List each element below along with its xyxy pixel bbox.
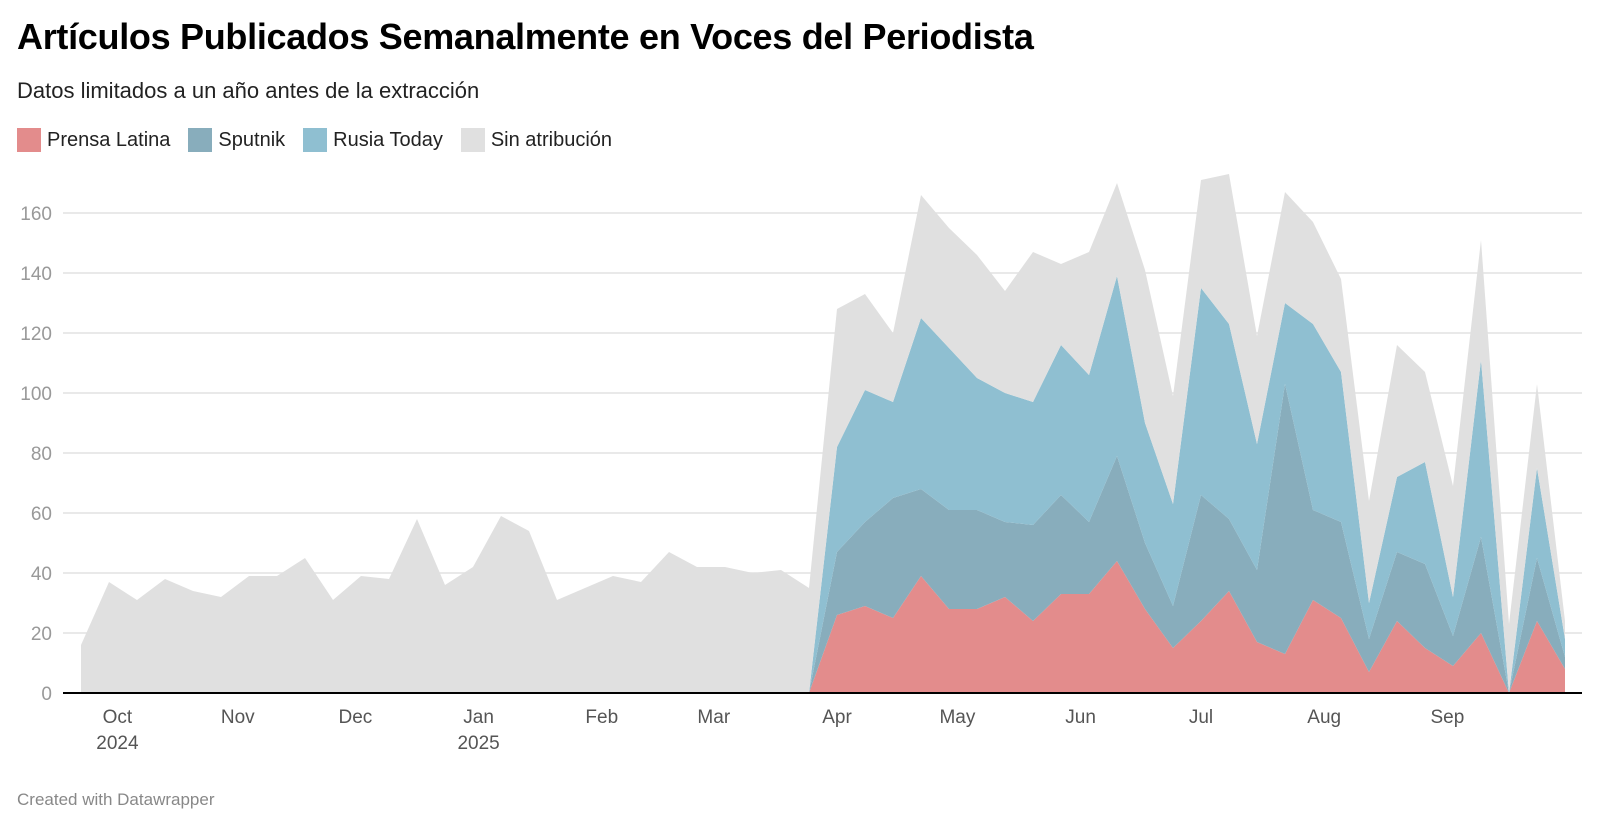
x-tick-label: Jul	[1189, 707, 1213, 728]
footer-credit: Created with Datawrapper	[17, 790, 215, 809]
legend-item-sputnik: Sputnik	[188, 128, 285, 152]
x-tick-label: May	[939, 707, 975, 728]
x-tick-label: Jan	[463, 707, 494, 728]
legend-label-sin-atribucion: Sin atribución	[490, 128, 613, 151]
legend-swatch-sputnik	[188, 128, 213, 152]
legend-swatch-sin-atribucion	[460, 128, 485, 152]
y-tick-label: 40	[31, 564, 52, 585]
x-axis-ticks: Oct 2024 Nov Dec Jan 2025 Feb Mar Apr May Jun Jul Au…	[96, 707, 1464, 754]
x-tick-label: Sep	[1430, 707, 1464, 728]
x-tick-label: Oct	[103, 707, 133, 728]
legend-swatch-prensa-latina	[17, 128, 41, 152]
x-tick-label: Aug	[1307, 707, 1341, 728]
area-sputnik	[81, 384, 1565, 693]
area-rusia-today	[81, 276, 1565, 693]
y-tick-label: 80	[31, 444, 52, 465]
legend-item-prensa-latina: Prensa Latina	[17, 128, 170, 152]
y-tick-label: 120	[20, 324, 52, 345]
chart-title: Artículos Publicados Semanalmente en Voc…	[17, 16, 1034, 57]
x-tick-sublabel: 2025	[457, 733, 499, 754]
x-tick-sublabel: 2024	[96, 733, 139, 754]
x-tick-label: Apr	[822, 707, 852, 728]
area-prensa-latina	[81, 561, 1565, 693]
chart-subtitle: Datos limitados a un año antes de la ext…	[17, 78, 480, 103]
y-tick-label: 0	[41, 684, 52, 705]
y-tick-label: 20	[31, 624, 52, 645]
series-areas	[81, 174, 1565, 693]
x-tick-label: Nov	[221, 707, 255, 728]
y-tick-label: 140	[20, 264, 52, 285]
y-tick-label: 160	[20, 204, 52, 225]
x-tick-label: Feb	[585, 707, 618, 728]
y-tick-label: 100	[20, 384, 52, 405]
legend-item-sin-atribucion: Sin atribución	[460, 128, 613, 152]
legend-label-rusia-today: Rusia Today	[333, 128, 443, 151]
legend-item-rusia-today: Rusia Today	[303, 128, 443, 152]
x-tick-label: Dec	[339, 707, 373, 728]
y-tick-label: 60	[31, 504, 52, 525]
legend: Prensa Latina Sputnik Rusia Today Sin at…	[17, 128, 630, 152]
legend-label-sputnik: Sputnik	[218, 128, 286, 151]
x-tick-label: Mar	[697, 707, 730, 728]
legend-swatch-rusia-today	[303, 128, 328, 152]
y-axis-ticks: 0 20 40 60 80 100 120 140 160	[20, 204, 52, 705]
x-tick-label: Jun	[1065, 707, 1096, 728]
area-sin-atribuci-n	[81, 174, 1565, 693]
legend-label-prensa-latina: Prensa Latina	[47, 128, 171, 151]
